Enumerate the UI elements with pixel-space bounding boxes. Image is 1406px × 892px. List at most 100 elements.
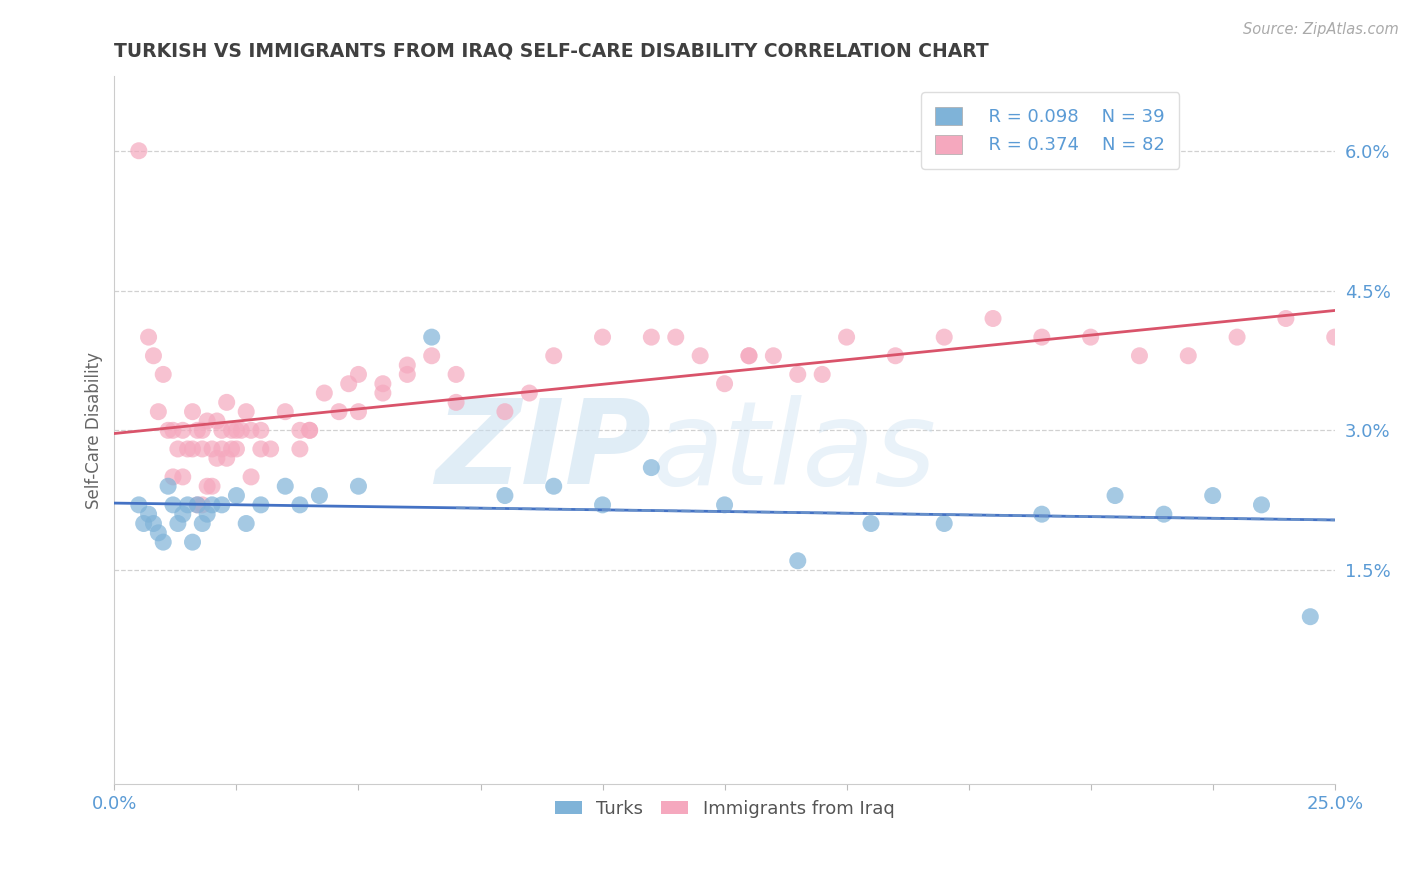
Point — [786, 368, 808, 382]
Point — [186, 498, 208, 512]
Point — [713, 376, 735, 391]
Point — [420, 349, 443, 363]
Point — [250, 498, 273, 512]
Point — [1323, 330, 1346, 344]
Point — [934, 516, 956, 531]
Point — [215, 395, 238, 409]
Point — [205, 414, 228, 428]
Point — [543, 349, 565, 363]
Point — [211, 423, 233, 437]
Point — [314, 386, 336, 401]
Point — [259, 442, 281, 456]
Point — [235, 405, 257, 419]
Text: TURKISH VS IMMIGRANTS FROM IRAQ SELF-CARE DISABILITY CORRELATION CHART: TURKISH VS IMMIGRANTS FROM IRAQ SELF-CAR… — [114, 42, 990, 61]
Point — [181, 442, 204, 456]
Point — [494, 489, 516, 503]
Point — [640, 460, 662, 475]
Point — [713, 498, 735, 512]
Point — [347, 368, 370, 382]
Point — [288, 423, 311, 437]
Point — [640, 330, 662, 344]
Text: atlas: atlas — [651, 394, 936, 508]
Point — [665, 330, 688, 344]
Point — [1104, 489, 1126, 503]
Point — [288, 442, 311, 456]
Point — [1031, 330, 1053, 344]
Point — [934, 330, 956, 344]
Point — [172, 507, 194, 521]
Point — [205, 451, 228, 466]
Point — [592, 330, 614, 344]
Point — [250, 442, 273, 456]
Point — [201, 498, 224, 512]
Point — [1153, 507, 1175, 521]
Point — [132, 516, 155, 531]
Point — [157, 423, 180, 437]
Point — [298, 423, 321, 437]
Point — [981, 311, 1004, 326]
Point — [162, 470, 184, 484]
Point — [157, 479, 180, 493]
Point — [444, 395, 467, 409]
Point — [162, 498, 184, 512]
Point — [592, 498, 614, 512]
Point — [221, 423, 243, 437]
Point — [835, 330, 858, 344]
Text: ZIP: ZIP — [436, 394, 651, 509]
Point — [195, 507, 218, 521]
Point — [172, 423, 194, 437]
Point — [172, 470, 194, 484]
Point — [221, 442, 243, 456]
Point — [1202, 489, 1225, 503]
Point — [186, 498, 208, 512]
Point — [191, 516, 214, 531]
Point — [859, 516, 882, 531]
Point — [181, 405, 204, 419]
Point — [215, 451, 238, 466]
Point — [738, 349, 761, 363]
Point — [420, 330, 443, 344]
Point — [347, 479, 370, 493]
Point — [298, 423, 321, 437]
Legend: Turks, Immigrants from Iraq: Turks, Immigrants from Iraq — [547, 792, 901, 825]
Point — [738, 349, 761, 363]
Point — [128, 144, 150, 158]
Point — [152, 535, 174, 549]
Point — [240, 470, 263, 484]
Point — [250, 423, 273, 437]
Point — [396, 358, 419, 372]
Point — [240, 423, 263, 437]
Text: Source: ZipAtlas.com: Source: ZipAtlas.com — [1243, 22, 1399, 37]
Point — [191, 423, 214, 437]
Point — [371, 376, 394, 391]
Point — [347, 405, 370, 419]
Point — [225, 489, 247, 503]
Point — [288, 498, 311, 512]
Point — [142, 516, 165, 531]
Point — [235, 516, 257, 531]
Point — [762, 349, 785, 363]
Point — [167, 516, 190, 531]
Point — [274, 405, 297, 419]
Point — [1250, 498, 1272, 512]
Point — [1177, 349, 1199, 363]
Point — [181, 535, 204, 549]
Point — [191, 442, 214, 456]
Point — [231, 423, 253, 437]
Point — [195, 479, 218, 493]
Point — [148, 525, 170, 540]
Point — [396, 368, 419, 382]
Point — [337, 376, 360, 391]
Point — [142, 349, 165, 363]
Point — [225, 442, 247, 456]
Point — [138, 330, 160, 344]
Point — [152, 368, 174, 382]
Point — [884, 349, 907, 363]
Point — [328, 405, 350, 419]
Point — [274, 479, 297, 493]
Point — [543, 479, 565, 493]
Point — [211, 442, 233, 456]
Point — [138, 507, 160, 521]
Point — [191, 498, 214, 512]
Point — [1080, 330, 1102, 344]
